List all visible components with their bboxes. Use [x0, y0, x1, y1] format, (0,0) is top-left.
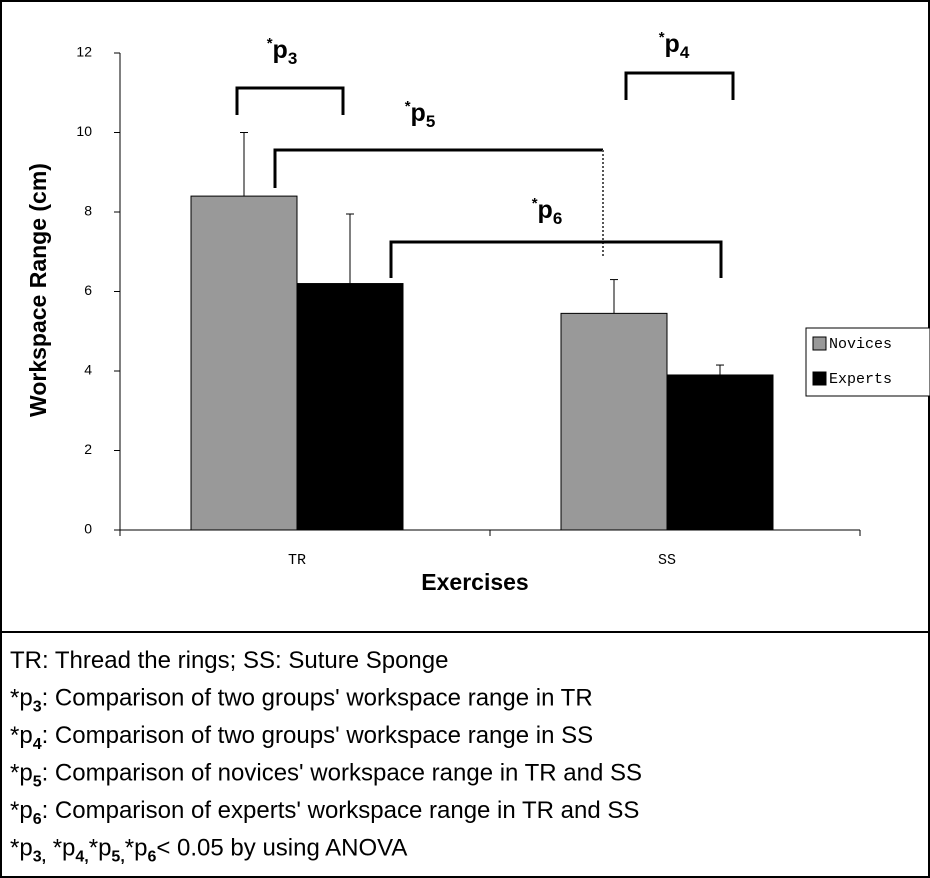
y-tick-label: 0 — [84, 521, 92, 537]
caption-sub: 6 — [33, 811, 42, 828]
bracket — [624, 71, 735, 100]
caption-text: TR: Thread the rings; SS: Suture Sponge — [10, 647, 448, 674]
bracket — [389, 240, 723, 278]
annotation-mark: * — [405, 98, 411, 115]
caption-line: *p4: Comparison of two groups' workspace… — [10, 722, 593, 753]
caption-sub: 3 — [33, 699, 42, 716]
y-tick-label: 6 — [84, 282, 92, 298]
x-axis-label: Exercises — [421, 569, 528, 595]
caption-text: : Comparison of novices' workspace range… — [42, 760, 642, 787]
bar — [666, 374, 774, 531]
annotation: *p5 — [405, 98, 436, 131]
caption-line: *p5: Comparison of novices' workspace ra… — [10, 760, 642, 791]
legend-label: Experts — [829, 371, 892, 388]
caption-text: *p — [10, 722, 33, 749]
annotation-mark: * — [659, 29, 665, 46]
caption-text: *p — [89, 835, 112, 862]
bar — [560, 312, 668, 531]
x-tick-label: SS — [658, 552, 676, 569]
annotation-mark: * — [532, 195, 538, 212]
x-tick-label: TR — [288, 552, 306, 569]
bar — [190, 195, 298, 531]
caption-text: *p — [10, 685, 33, 712]
caption-line: TR: Thread the rings; SS: Suture Sponge — [10, 647, 448, 674]
legend-label: Novices — [829, 336, 892, 353]
y-tick-label: 10 — [76, 123, 92, 139]
legend-box — [805, 327, 930, 397]
y-tick-label: 12 — [76, 44, 92, 60]
caption-text: *p — [10, 797, 33, 824]
legend-swatch — [812, 371, 827, 386]
bracket — [235, 86, 345, 115]
caption-sub: 5 — [33, 774, 42, 791]
caption-text: < 0.05 by using ANOVA — [156, 835, 407, 862]
caption-text: *p — [10, 760, 33, 787]
annotation: *p4 — [659, 29, 690, 62]
annotation-sub: 6 — [553, 209, 562, 228]
annotation-sub: 5 — [426, 112, 435, 131]
legend-swatch — [812, 336, 827, 351]
annotation-sub: 3 — [288, 49, 297, 68]
caption-line: *p3, *p4,*p5,*p6< 0.05 by using ANOVA — [10, 835, 407, 866]
caption-line: *p3: Comparison of two groups' workspace… — [10, 685, 593, 716]
caption-text: *p — [10, 835, 33, 862]
annotation-mark: * — [267, 35, 273, 52]
y-tick-label: 8 — [84, 203, 92, 219]
caption-sub: 6 — [147, 849, 156, 866]
annotation: *p6 — [532, 195, 563, 228]
bar — [296, 283, 404, 531]
annotation: *p3 — [267, 35, 298, 68]
caption-sub: 4, — [75, 849, 88, 866]
y-tick-label: 2 — [84, 441, 92, 457]
caption-text: : Comparison of two groups' workspace ra… — [42, 685, 593, 712]
bracket — [273, 148, 603, 188]
caption-sub: 3, — [33, 849, 46, 866]
y-axis-label: Workspace Range (cm) — [25, 163, 51, 417]
y-tick-label: 4 — [84, 362, 92, 378]
caption-text: *p — [46, 835, 75, 862]
annotation-text: p — [538, 196, 553, 224]
caption-line: *p6: Comparison of experts' workspace ra… — [10, 797, 639, 828]
caption-text: *p — [125, 835, 148, 862]
caption-text: : Comparison of two groups' workspace ra… — [42, 722, 594, 749]
annotation-text: p — [273, 36, 288, 64]
caption-sub: 5, — [111, 849, 124, 866]
caption-text: : Comparison of experts' workspace range… — [42, 797, 640, 824]
annotation-text: p — [411, 99, 426, 127]
annotation-sub: 4 — [680, 43, 690, 62]
annotation-text: p — [665, 30, 680, 58]
caption-sub: 4 — [33, 736, 42, 753]
